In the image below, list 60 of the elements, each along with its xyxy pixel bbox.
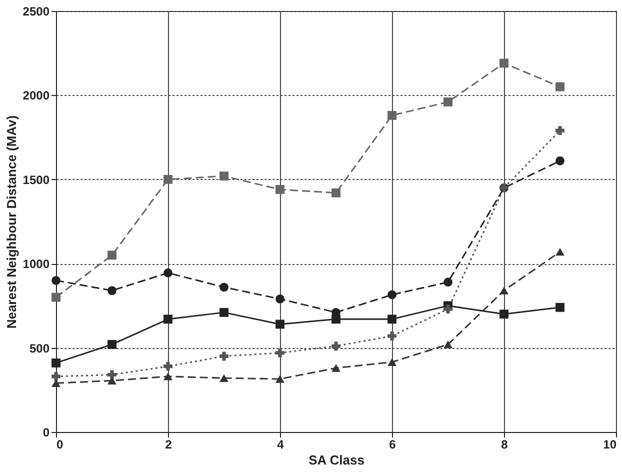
point	[276, 348, 284, 358]
point	[388, 290, 396, 300]
point	[556, 302, 564, 312]
point	[500, 286, 508, 294]
point	[220, 282, 228, 292]
y-tick-label: 2000	[22, 88, 50, 103]
x-tick-label: 8	[501, 438, 508, 452]
point	[276, 294, 284, 304]
point	[52, 372, 60, 381]
point	[556, 156, 564, 166]
point	[52, 358, 60, 368]
y-tick-label: 0	[42, 426, 50, 440]
point	[332, 314, 340, 324]
point	[52, 276, 60, 285]
point	[332, 188, 340, 198]
y-tick-label: 500	[29, 341, 50, 356]
point	[108, 370, 116, 380]
point	[500, 310, 508, 319]
point	[556, 82, 564, 92]
x-axis-title: SA Class	[308, 452, 364, 468]
y-tick-label: 2500	[22, 4, 50, 18]
y-axis-title: Nearest Neighbour Distance (MAv)	[4, 115, 19, 329]
point	[556, 248, 564, 256]
point	[164, 362, 172, 371]
point	[220, 172, 228, 181]
point	[108, 340, 116, 349]
point	[164, 174, 172, 184]
point	[332, 342, 340, 351]
point	[164, 314, 172, 324]
x-tick-label: 6	[389, 438, 396, 452]
point	[220, 352, 228, 361]
point	[108, 250, 116, 260]
point	[220, 308, 228, 317]
x-tick-label: 10	[603, 438, 617, 452]
point	[52, 379, 60, 388]
y-tick-label: 1000	[22, 257, 50, 272]
point	[388, 110, 396, 120]
point	[220, 374, 228, 382]
point	[444, 278, 452, 287]
point	[388, 358, 396, 366]
x-tick-label: 4	[277, 438, 284, 452]
point	[276, 185, 284, 194]
point	[556, 126, 564, 136]
point	[276, 320, 284, 329]
point	[388, 314, 396, 324]
point	[388, 332, 396, 340]
point	[444, 340, 452, 348]
y-tick-label: 1500	[22, 172, 50, 187]
point	[332, 364, 340, 372]
point	[108, 286, 116, 296]
x-tick-label: 2	[165, 438, 172, 452]
x-tick-label: 0	[56, 438, 64, 452]
point	[164, 268, 172, 278]
point	[500, 58, 508, 68]
point	[276, 375, 284, 383]
point	[52, 292, 60, 302]
point	[164, 372, 172, 380]
point	[444, 97, 452, 106]
point	[444, 304, 452, 314]
point	[108, 376, 116, 385]
